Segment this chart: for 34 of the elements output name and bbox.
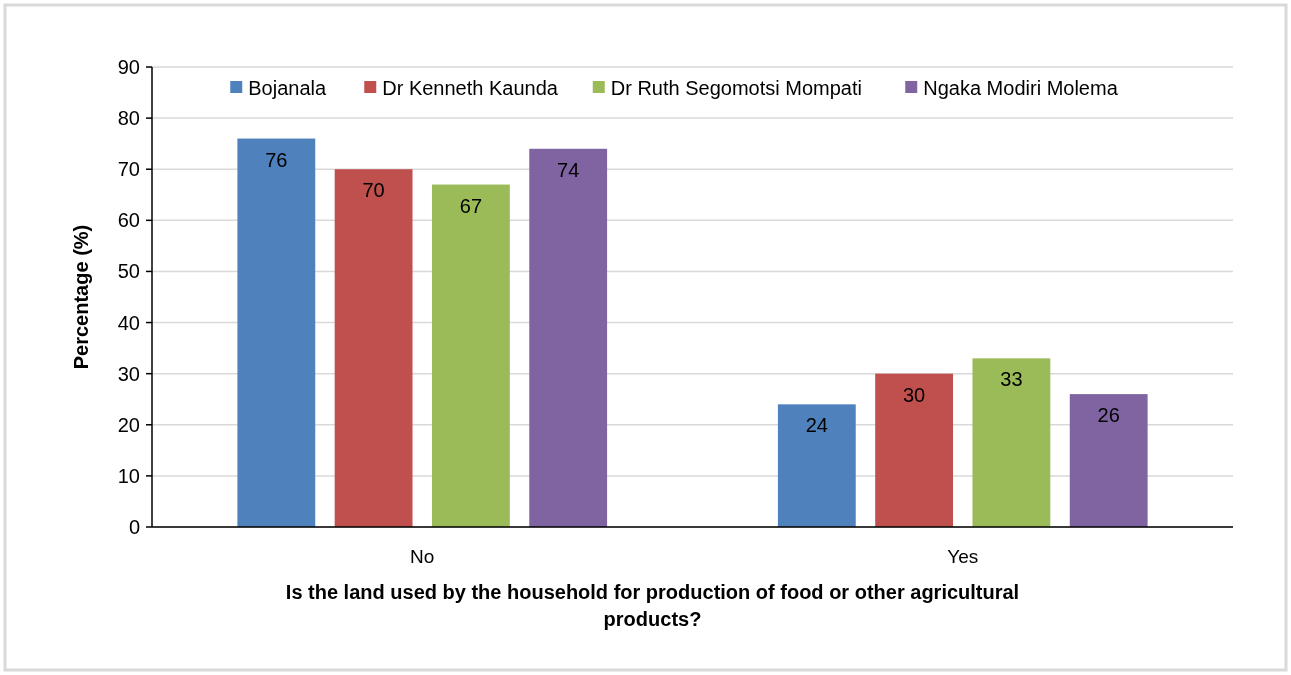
data-label: 70: [362, 179, 385, 202]
bar: [334, 169, 413, 527]
x-axis-title: Is the land used by the household for production of food or other agricultural products?: [285, 581, 1020, 630]
data-label: 26: [1097, 404, 1120, 427]
legend-label: Dr Kenneth Kaunda: [382, 77, 559, 99]
data-label: 30: [902, 383, 926, 406]
data-label: 33: [1000, 368, 1023, 391]
y-axis-title: Percentage (%): [70, 224, 92, 370]
bar: [529, 148, 608, 527]
y-tick-label: 40: [117, 311, 140, 334]
data-label: 67: [459, 194, 483, 217]
y-tick-label: 20: [117, 413, 140, 436]
bar: [1069, 394, 1148, 527]
bar: [875, 373, 954, 527]
y-tick-label: 90: [117, 56, 140, 78]
data-label: 74: [557, 158, 580, 181]
y-tick-label: 60: [117, 209, 140, 232]
y-tick-label: 80: [117, 107, 140, 130]
y-tick-label: 0: [128, 516, 140, 538]
y-tick-label: 70: [117, 158, 140, 181]
data-label: 24: [805, 414, 828, 437]
y-tick-label: 50: [117, 260, 140, 283]
y-tick-label: 10: [117, 464, 140, 487]
legend-label: Dr Ruth Segomotsi Mompati: [610, 77, 862, 99]
bar: [431, 184, 510, 527]
bar: [237, 138, 316, 527]
bar: [972, 358, 1051, 527]
y-tick-label: 30: [117, 362, 140, 385]
legend-label: Ngaka Modiri Molema: [923, 77, 1119, 99]
data-label: 76: [265, 148, 288, 171]
legend-label: Bojanala: [248, 77, 327, 99]
x-tick-label: Yes: [947, 546, 979, 567]
x-tick-label: No: [410, 546, 435, 567]
bar: [777, 404, 856, 527]
